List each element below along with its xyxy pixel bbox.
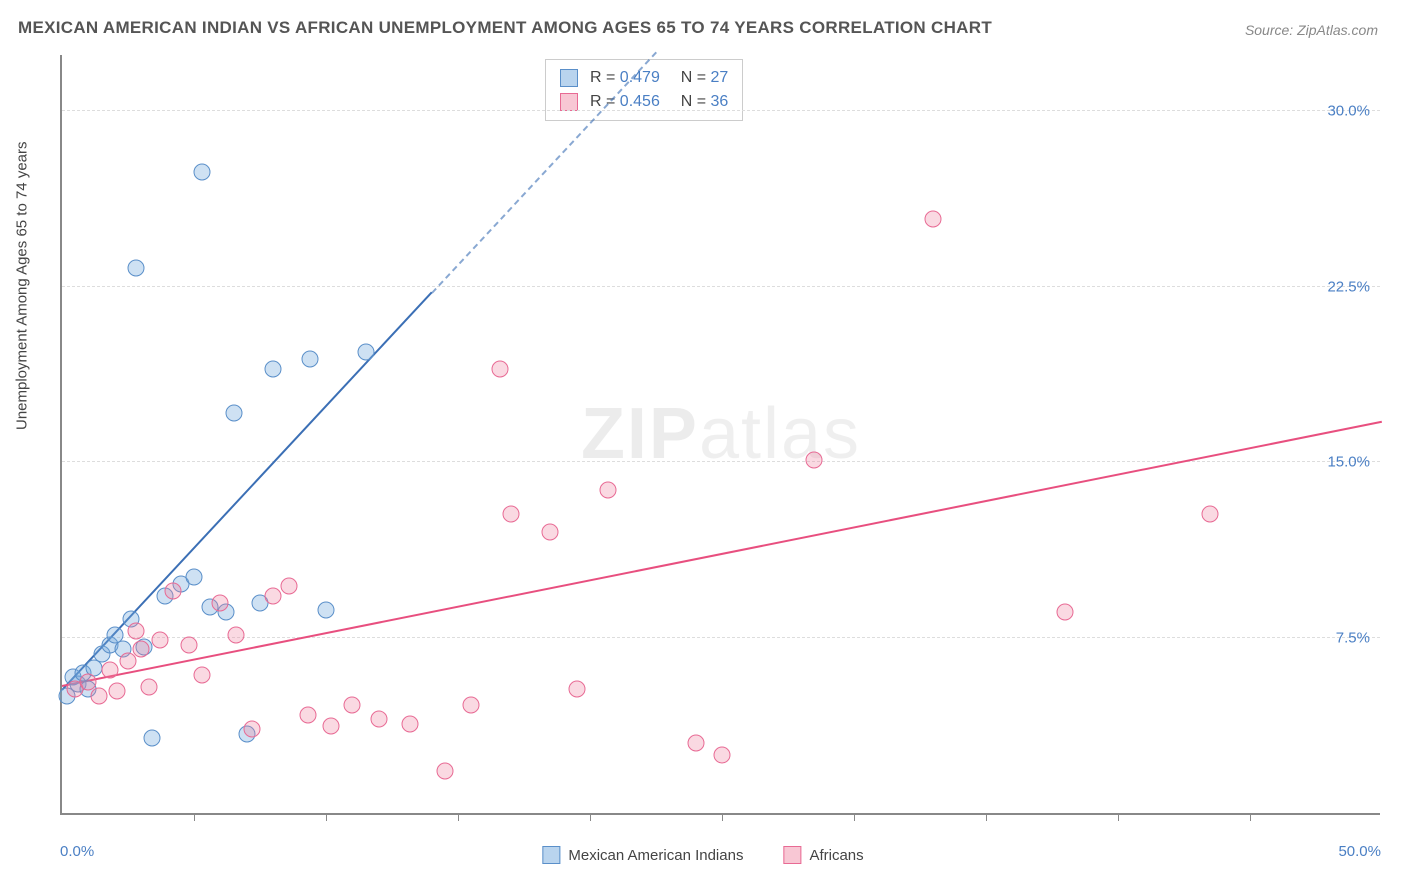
stat-n-label: N = 27: [672, 66, 728, 90]
x-tick: [590, 813, 591, 821]
data-point: [463, 697, 480, 714]
data-point: [151, 631, 168, 648]
data-point: [302, 351, 319, 368]
gridline: [62, 110, 1380, 111]
legend-swatch: [783, 846, 801, 864]
data-point: [436, 762, 453, 779]
data-point: [318, 601, 335, 618]
gridline: [62, 286, 1380, 287]
scatter-plot-area: ZIPatlas R = 0.479 N = 27R = 0.456 N = 3…: [60, 55, 1380, 815]
data-point: [357, 344, 374, 361]
x-axis-max-label: 50.0%: [1338, 843, 1381, 860]
data-point: [542, 524, 559, 541]
data-point: [687, 734, 704, 751]
legend-swatch: [560, 69, 578, 87]
x-tick: [722, 813, 723, 821]
stat-r-value: 0.456: [620, 93, 660, 110]
legend-swatch: [560, 93, 578, 111]
data-point: [568, 681, 585, 698]
data-point: [323, 718, 340, 735]
data-point: [806, 451, 823, 468]
y-tick-label: 30.0%: [1327, 103, 1370, 120]
data-point: [141, 678, 158, 695]
stat-n-value: 36: [711, 93, 729, 110]
chart-title: MEXICAN AMERICAN INDIAN VS AFRICAN UNEMP…: [18, 18, 992, 38]
data-point: [370, 711, 387, 728]
data-point: [228, 627, 245, 644]
x-tick: [1118, 813, 1119, 821]
y-tick-label: 22.5%: [1327, 278, 1370, 295]
stat-n-value: 27: [711, 69, 729, 86]
data-point: [212, 594, 229, 611]
data-point: [109, 683, 126, 700]
data-point: [127, 622, 144, 639]
data-point: [299, 706, 316, 723]
data-point: [180, 636, 197, 653]
data-point: [492, 360, 509, 377]
data-point: [90, 688, 107, 705]
trend-line: [431, 51, 657, 293]
data-point: [101, 662, 118, 679]
data-point: [186, 568, 203, 585]
x-axis-min-label: 0.0%: [60, 843, 94, 860]
source-attribution: Source: ZipAtlas.com: [1245, 22, 1378, 38]
legend-swatch: [542, 846, 560, 864]
data-point: [133, 641, 150, 658]
data-point: [925, 211, 942, 228]
data-point: [127, 260, 144, 277]
data-point: [502, 505, 519, 522]
legend-item: Mexican American Indians: [542, 846, 743, 864]
x-tick: [194, 813, 195, 821]
legend-label: Africans: [809, 847, 863, 864]
data-point: [193, 667, 210, 684]
stats-row: R = 0.479 N = 27: [560, 66, 728, 90]
x-tick: [854, 813, 855, 821]
correlation-stats-box: R = 0.479 N = 27R = 0.456 N = 36: [545, 59, 743, 121]
data-point: [193, 164, 210, 181]
x-tick: [986, 813, 987, 821]
data-point: [143, 730, 160, 747]
data-point: [244, 720, 261, 737]
data-point: [265, 587, 282, 604]
x-tick: [1250, 813, 1251, 821]
legend-item: Africans: [783, 846, 863, 864]
data-point: [402, 716, 419, 733]
data-point: [344, 697, 361, 714]
data-point: [600, 482, 617, 499]
data-point: [225, 405, 242, 422]
data-point: [1057, 603, 1074, 620]
series-legend: Mexican American Indians Africans: [542, 846, 863, 864]
data-point: [1202, 505, 1219, 522]
data-point: [281, 578, 298, 595]
gridline: [62, 637, 1380, 638]
data-point: [265, 360, 282, 377]
data-point: [164, 582, 181, 599]
x-tick: [326, 813, 327, 821]
data-point: [714, 746, 731, 763]
x-tick: [458, 813, 459, 821]
y-tick-label: 15.0%: [1327, 454, 1370, 471]
y-tick-label: 7.5%: [1336, 629, 1370, 646]
legend-label: Mexican American Indians: [568, 847, 743, 864]
y-axis-label: Unemployment Among Ages 65 to 74 years: [14, 141, 31, 430]
